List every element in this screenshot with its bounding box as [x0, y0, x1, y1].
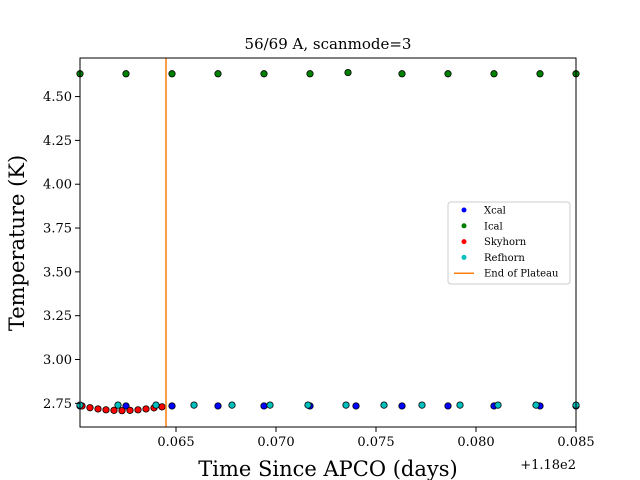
skyhorn-point [118, 407, 126, 415]
xcal-point [122, 402, 130, 410]
skyhorn-point [158, 403, 166, 411]
refhorn-point [190, 401, 198, 409]
x-tick-label: 0.075 [357, 435, 394, 450]
refhorn-point [494, 401, 502, 409]
skyhorn-point [142, 405, 150, 413]
xcal-point [444, 402, 452, 410]
axes-layer: 0.065 0.070 0.075 0.080 0.085 2.75 3.00 3.25 3.5… [43, 90, 595, 450]
ical-point [398, 70, 406, 78]
skyhorn-point [126, 406, 134, 414]
ical-point [306, 70, 314, 78]
xcal-legend-marker [461, 207, 467, 213]
skyhorn-point [134, 406, 142, 414]
skyhorn-point [94, 405, 102, 413]
y-tick-label: 4.25 [43, 134, 72, 149]
refhorn-point [114, 401, 122, 409]
refhorn-point [380, 401, 388, 409]
skyhorn-legend-label: Skyhorn [484, 237, 527, 248]
skyhorn-legend-marker [461, 239, 467, 245]
legend: Xcal Ical Skyhorn Refhorn End of Plateau [447, 201, 571, 285]
x-tick-label: 0.080 [457, 435, 494, 450]
xcal-point [214, 402, 222, 410]
ical-point [536, 70, 544, 78]
legend-box [447, 201, 571, 285]
data-points-layer [76, 68, 580, 415]
plot-frame [79, 57, 577, 428]
refhorn-point [532, 401, 540, 409]
ical-point [122, 70, 130, 78]
refhorn-point [266, 401, 274, 409]
y-tick-label: 4.50 [43, 90, 72, 105]
refhorn-point [152, 401, 160, 409]
ical-legend-label: Ical [484, 221, 503, 232]
end-of-plateau-legend-label: End of Plateau [484, 269, 559, 280]
y-tick-label: 3.25 [43, 309, 72, 324]
xcal-point [260, 402, 268, 410]
refhorn-point [342, 401, 350, 409]
ical-point [168, 70, 176, 78]
skyhorn-point [102, 406, 110, 414]
skyhorn-point [86, 404, 94, 412]
ical-point [260, 70, 268, 78]
ical-point [344, 68, 352, 77]
y-axis-label: Temperature (K) [5, 155, 29, 331]
xcal-point [352, 402, 360, 410]
skyhorn-point [110, 406, 118, 414]
xcal-legend-label: Xcal [484, 206, 506, 217]
y-tick-label: 3.75 [43, 222, 72, 237]
x-axis-label: Time Since APCO (days) [198, 457, 457, 480]
refhorn-legend-label: Refhorn [484, 253, 525, 264]
ical-point [214, 70, 222, 78]
xcal-point [398, 402, 406, 410]
refhorn-point [456, 401, 464, 409]
refhorn-legend-marker [461, 254, 467, 260]
refhorn-point [228, 401, 236, 409]
ical-point [444, 70, 452, 78]
refhorn-point [304, 401, 312, 409]
ical-legend-marker [461, 223, 467, 229]
x-tick-label: 0.085 [557, 435, 594, 450]
x-tick-label: 0.070 [257, 435, 294, 450]
x-offset-label: +1.18e2 [520, 458, 576, 473]
refhorn-point [418, 401, 426, 409]
xcal-point [168, 402, 176, 410]
y-tick-label: 3.00 [43, 353, 72, 368]
y-tick-label: 3.50 [43, 265, 72, 280]
y-tick-label: 2.75 [43, 397, 72, 412]
y-tick-label: 4.00 [43, 178, 72, 193]
x-tick-label: 0.065 [157, 435, 194, 450]
ical-point [490, 70, 498, 78]
chart-title: 56/69 A, scanmode=3 [245, 35, 412, 53]
